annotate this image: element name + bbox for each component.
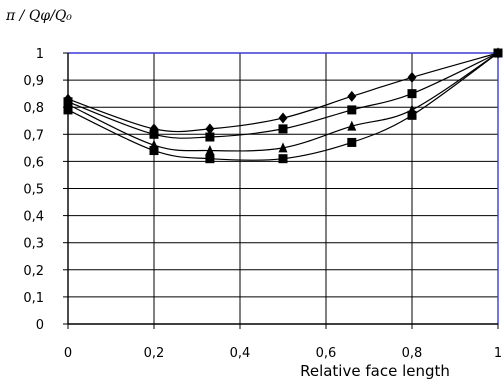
square-marker xyxy=(149,146,159,156)
grid xyxy=(68,53,498,324)
plot-frame xyxy=(63,52,499,329)
x-tick-label: 0,8 xyxy=(402,346,423,361)
square-marker xyxy=(149,129,159,139)
y-tick-label: 0,6 xyxy=(23,155,44,170)
x-tick-labels: 0 0,2 0,4 0,6 0,8 1 xyxy=(64,346,502,361)
square-marker xyxy=(63,105,73,115)
y-tick-label: 0,4 xyxy=(23,210,44,225)
square-marker xyxy=(278,154,288,164)
y-tick-label: 0,7 xyxy=(23,128,44,143)
series-1 xyxy=(63,47,503,135)
series-3 xyxy=(63,47,503,156)
x-tick-label: 0 xyxy=(64,346,72,361)
triangle-marker xyxy=(278,142,288,153)
square-marker xyxy=(347,105,357,115)
diamond-marker xyxy=(278,112,288,124)
triangle-marker xyxy=(205,145,215,156)
y-tick-label: 0,5 xyxy=(23,183,44,198)
y-axis-label: π / Qφ/Q₀ xyxy=(5,8,72,24)
x-tick-label: 1 xyxy=(494,346,502,361)
diamond-marker xyxy=(407,71,417,83)
square-marker xyxy=(407,110,417,120)
triangle-marker xyxy=(347,120,357,131)
x-tick-label: 0,2 xyxy=(144,346,165,361)
x-axis-label: Relative face length xyxy=(300,362,450,380)
square-marker xyxy=(205,132,215,142)
x-tick-label: 0,6 xyxy=(316,346,337,361)
square-marker xyxy=(347,137,357,147)
diamond-marker xyxy=(205,123,215,135)
series-line xyxy=(67,52,499,152)
square-marker xyxy=(493,48,503,58)
diamond-marker xyxy=(347,90,357,102)
y-tick-labels: 0 0,1 0,2 0,3 0,4 0,5 0,6 0,7 0,8 0,9 1 xyxy=(23,47,44,333)
y-tick-label: 0 xyxy=(36,318,44,333)
x-tick-label: 0,4 xyxy=(230,346,251,361)
square-marker xyxy=(205,154,215,164)
y-tick-label: 0,1 xyxy=(23,291,44,306)
y-tick-label: 0,9 xyxy=(23,74,44,89)
square-marker xyxy=(407,89,417,99)
y-tick-label: 0,2 xyxy=(23,264,44,279)
y-tick-label: 0,3 xyxy=(23,237,44,252)
y-tick-label: 0,8 xyxy=(23,101,44,116)
series-group xyxy=(63,47,503,164)
square-marker xyxy=(278,124,288,134)
y-tick-label: 1 xyxy=(36,47,44,62)
series-4 xyxy=(63,48,503,164)
